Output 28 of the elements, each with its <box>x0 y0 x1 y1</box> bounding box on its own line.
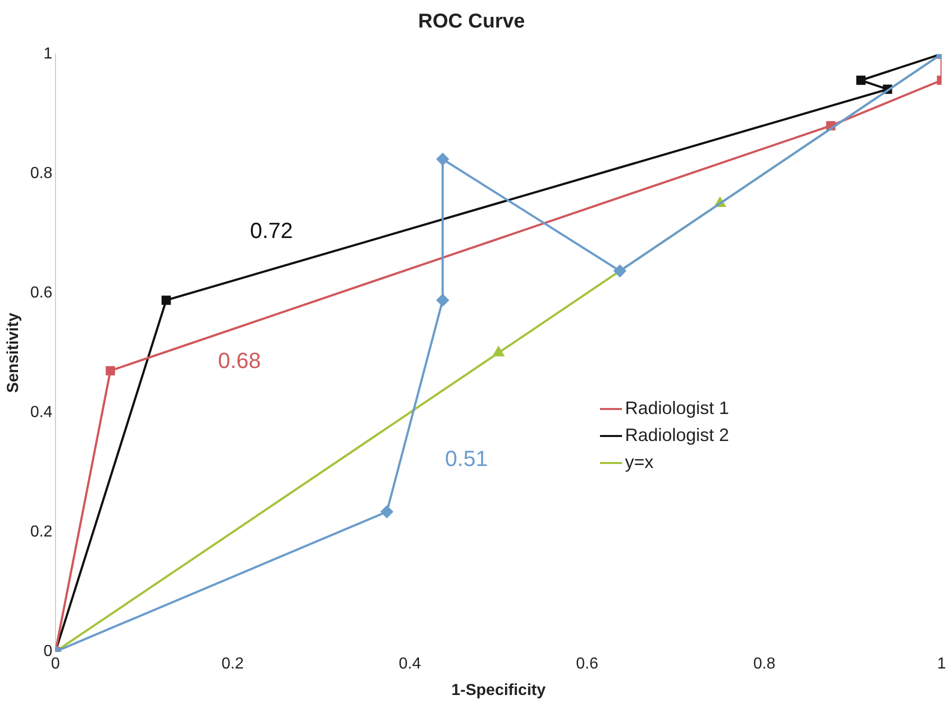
point <box>436 153 449 166</box>
point <box>614 264 626 278</box>
x-tick-label: 0.6 <box>576 656 598 673</box>
point <box>436 294 449 306</box>
point <box>493 346 504 356</box>
x-axis-title: 1-Specificity <box>451 682 546 699</box>
x-tick-label: 0.4 <box>398 656 422 673</box>
legend-label: y=x <box>625 452 654 473</box>
y-tick-label: 0 <box>44 643 53 660</box>
annotation: 0.72 <box>250 218 293 244</box>
x-tick-label: 0.2 <box>222 656 244 673</box>
y-tick-label: 0.8 <box>30 164 53 182</box>
point <box>162 296 171 305</box>
chart-title: ROC Curve <box>418 10 525 33</box>
y-axis-title: Sensitivity <box>5 312 22 393</box>
legend-label: Radiologist 2 <box>625 425 730 446</box>
y-tick-label: 0.6 <box>30 284 53 302</box>
annotation: 0.68 <box>218 348 261 374</box>
y-tick-label: 0.2 <box>30 523 53 540</box>
y-tick-label: 1 <box>44 45 53 62</box>
y-tick-label: 0.4 <box>30 404 53 421</box>
annotation: 0.51 <box>445 446 488 472</box>
point <box>380 506 393 518</box>
x-tick-label: 1 <box>937 656 946 673</box>
point <box>856 76 866 85</box>
legend-label: Radiologist 1 <box>625 398 730 419</box>
point <box>106 366 116 376</box>
x-tick-label: 0.8 <box>753 656 776 673</box>
